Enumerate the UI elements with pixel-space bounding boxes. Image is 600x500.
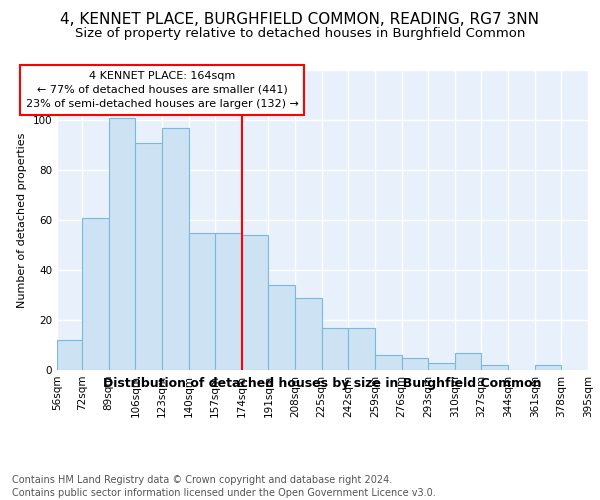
Y-axis label: Number of detached properties: Number of detached properties — [17, 132, 27, 308]
Text: 4 KENNET PLACE: 164sqm
← 77% of detached houses are smaller (441)
23% of semi-de: 4 KENNET PLACE: 164sqm ← 77% of detached… — [26, 71, 298, 109]
Text: Contains public sector information licensed under the Open Government Licence v3: Contains public sector information licen… — [12, 488, 436, 498]
Bar — [57, 340, 82, 370]
Bar — [401, 358, 428, 370]
Bar — [428, 362, 455, 370]
Bar — [268, 285, 295, 370]
Text: Distribution of detached houses by size in Burghfield Common: Distribution of detached houses by size … — [103, 378, 541, 390]
Bar — [375, 355, 401, 370]
Bar — [322, 328, 349, 370]
Bar — [82, 218, 109, 370]
Bar — [481, 365, 508, 370]
Bar — [215, 232, 242, 370]
Bar — [349, 328, 375, 370]
Text: Size of property relative to detached houses in Burghfield Common: Size of property relative to detached ho… — [75, 28, 525, 40]
Bar — [242, 235, 268, 370]
Bar — [455, 352, 481, 370]
Text: 4, KENNET PLACE, BURGHFIELD COMMON, READING, RG7 3NN: 4, KENNET PLACE, BURGHFIELD COMMON, READ… — [61, 12, 539, 28]
Bar — [109, 118, 136, 370]
Bar — [188, 232, 215, 370]
Bar — [295, 298, 322, 370]
Bar — [535, 365, 562, 370]
Bar — [162, 128, 188, 370]
Text: Contains HM Land Registry data © Crown copyright and database right 2024.: Contains HM Land Registry data © Crown c… — [12, 475, 392, 485]
Bar — [136, 142, 162, 370]
